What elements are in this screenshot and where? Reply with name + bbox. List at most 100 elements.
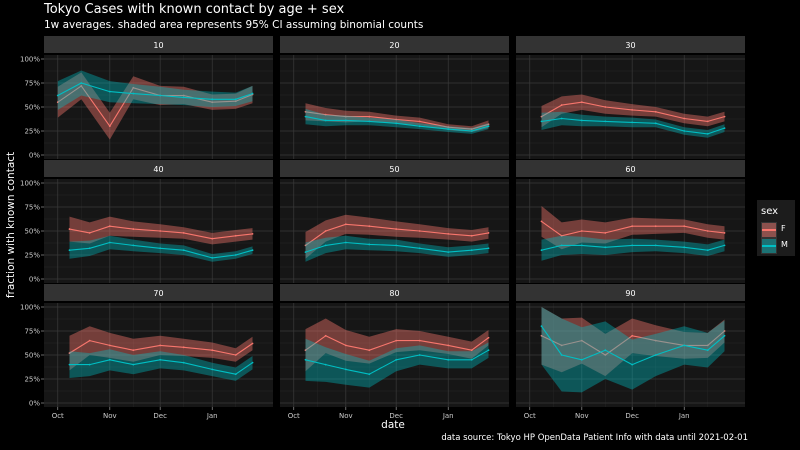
data-point-f [234, 354, 237, 356]
x-tick-label: Dec [625, 412, 639, 420]
data-point-f [470, 128, 473, 130]
data-point-m [706, 349, 709, 352]
ci-band-f [305, 318, 489, 372]
data-point-f [447, 232, 450, 235]
data-point-f [182, 346, 185, 349]
data-point-f [560, 104, 563, 106]
data-point-m [395, 122, 398, 125]
data-point-f [344, 223, 347, 226]
ci-band-m [541, 111, 725, 138]
data-point-f [182, 232, 185, 234]
data-point-f [324, 334, 327, 337]
data-point-f [395, 228, 398, 230]
x-tick-label: Oct [52, 412, 64, 420]
x-tick-label: Nov [339, 412, 353, 420]
data-point-m [368, 243, 371, 246]
data-point-f [211, 101, 214, 104]
x-tick-label: Dec [389, 412, 403, 420]
y-tick-label: 25% [24, 128, 40, 136]
data-point-f [631, 108, 634, 111]
data-point-f [211, 349, 214, 352]
data-point-f [304, 110, 307, 113]
y-tick-label: 25% [24, 376, 40, 384]
data-point-f [447, 126, 450, 129]
data-point-f [631, 334, 634, 337]
data-point-f [68, 352, 71, 354]
ci-band-f [541, 307, 725, 377]
data-point-m [88, 363, 91, 366]
data-point-m [56, 94, 59, 97]
data-point-m [368, 120, 371, 123]
data-point-m [159, 94, 162, 97]
data-point-f [368, 115, 371, 118]
data-point-f [88, 232, 91, 234]
facet-strip [280, 36, 509, 53]
data-point-f [108, 125, 111, 128]
data-point-f [487, 232, 490, 234]
data-point-m [182, 249, 185, 252]
data-point-f [723, 330, 726, 332]
data-point-m [80, 82, 83, 84]
facet-strip-label: 30 [625, 41, 635, 50]
data-point-m [108, 241, 111, 244]
data-point-f [604, 106, 607, 108]
ci-band-m [69, 349, 253, 381]
data-point-f [604, 232, 607, 234]
data-point-f [132, 86, 135, 89]
facet-panel-70: 70 0% 25% 50% 75% 100% Oct Nov Dec Jan [20, 284, 273, 420]
data-point-m [344, 241, 347, 244]
data-point-f [211, 237, 214, 240]
facet-strip [516, 36, 745, 53]
data-point-m [159, 358, 162, 361]
data-point-f [540, 115, 543, 118]
data-point-f [470, 349, 473, 352]
data-point-f [654, 225, 657, 228]
facet-panel-60: 60 [516, 160, 745, 283]
data-point-f [132, 228, 135, 230]
data-point-m [251, 92, 254, 95]
data-point-m [447, 358, 450, 361]
facet-strip [44, 284, 273, 301]
legend-key-m [761, 238, 777, 254]
data-point-f [706, 120, 709, 123]
data-point-f [723, 115, 726, 118]
data-point-f [580, 101, 583, 104]
data-point-m [159, 247, 162, 250]
data-point-f [540, 334, 543, 337]
data-point-f [344, 344, 347, 347]
data-point-m [604, 120, 607, 123]
data-point-m [132, 363, 135, 366]
data-point-m [344, 119, 347, 122]
chart-subtitle: 1w averages. shaded area represents 95% … [44, 19, 424, 31]
data-point-m [723, 244, 726, 247]
y-tick-label: 0% [29, 276, 40, 284]
y-tick-label: 75% [24, 204, 40, 212]
data-point-m [540, 249, 543, 252]
x-tick-label: Oct [288, 412, 300, 420]
data-point-f [132, 349, 135, 352]
y-tick-label: 50% [24, 228, 40, 236]
data-point-f [251, 342, 254, 345]
data-point-m [68, 363, 71, 366]
data-point-m [304, 358, 307, 361]
data-point-f [234, 100, 237, 103]
y-tick-label: 50% [24, 352, 40, 360]
data-point-m [211, 98, 214, 101]
legend-label-f: F [781, 224, 786, 233]
facet-strip-label: 60 [625, 165, 635, 174]
data-point-m [251, 249, 254, 252]
data-point-f [654, 110, 657, 113]
data-point-m [631, 244, 634, 247]
legend-label-m: M [781, 240, 788, 249]
y-tick-label: 100% [20, 304, 40, 312]
facet-strip-label: 80 [389, 289, 399, 298]
data-point-m [251, 361, 254, 364]
data-point-f [251, 232, 254, 235]
facet-strip [280, 160, 509, 177]
data-point-m [654, 122, 657, 125]
data-point-m [631, 121, 634, 124]
facet-strip [44, 36, 273, 53]
y-tick-label: 0% [29, 400, 40, 408]
data-point-f [324, 113, 327, 116]
